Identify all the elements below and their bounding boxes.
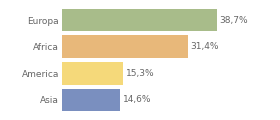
Bar [62,9,217,31]
Text: 31,4%: 31,4% [190,42,219,51]
Bar [62,62,123,85]
Bar [62,35,188,58]
Text: 38,7%: 38,7% [220,16,248,25]
Bar [62,89,120,111]
Text: 15,3%: 15,3% [125,69,154,78]
Text: 14,6%: 14,6% [123,95,151,104]
